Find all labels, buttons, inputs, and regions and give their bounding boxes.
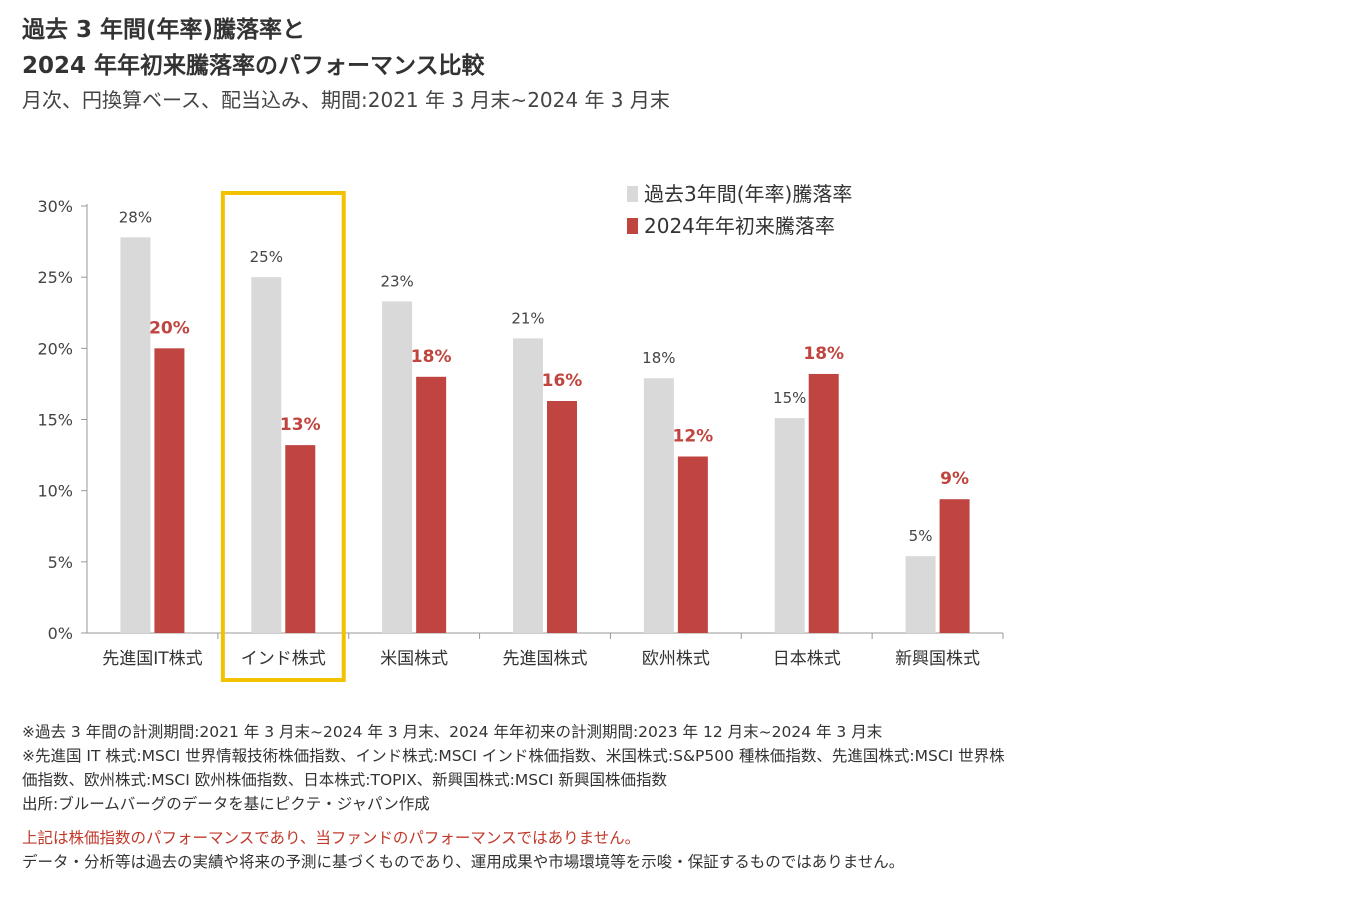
x-tick-label: インド株式 <box>241 649 326 669</box>
x-tick-label: 米国株式 <box>380 649 448 669</box>
x-tick-label: 先進国株式 <box>503 649 588 669</box>
legend-swatch <box>627 218 638 234</box>
bar-3yr <box>774 418 805 633</box>
bar-3yr <box>382 301 413 633</box>
bar-chart: 0% 5% 10% 15% 20% 25% 30% 先進国IT株式 28% 20% インド株式 25%… <box>37 182 1004 682</box>
note-indices: ※先進国 IT 株式:MSCI 世界情報技術株価指数、インド株式:MSCI イン… <box>22 747 1005 765</box>
bar-ytd <box>416 376 447 633</box>
data-label-3yr: 23% <box>380 272 413 290</box>
legend-swatch <box>627 186 638 202</box>
bar-ytd <box>285 445 316 633</box>
footnotes: ※過去 3 年間の計測期間:2021 年 3 月末~2024 年 3 月末、20… <box>22 720 1005 874</box>
data-label-3yr: 5% <box>909 527 933 545</box>
bar-3yr <box>251 277 282 633</box>
x-tick-label: 欧州株式 <box>642 649 710 669</box>
bar-3yr <box>513 338 543 633</box>
note-indices-cont: 価指数、欧州株式:MSCI 欧州株価指数、日本株式:TOPIX、新興国株式:MS… <box>22 771 667 789</box>
data-label-ytd: 13% <box>280 415 321 435</box>
data-label-ytd: 18% <box>803 344 844 364</box>
legend-label: 過去3年間(年率)騰落率 <box>644 182 852 206</box>
disclaimer-red: 上記は株価指数のパフォーマンスであり、当ファンドのパフォーマンスではありません。 <box>22 829 641 847</box>
data-label-ytd: 9% <box>940 469 969 489</box>
chart-title-line2: 2024 年年初来騰落率のパフォーマンス比較 <box>22 53 485 79</box>
data-label-ytd: 18% <box>411 347 452 367</box>
bar-3yr <box>643 378 674 633</box>
chart-title-line1: 過去 3 年間(年率)騰落率と <box>22 17 306 43</box>
disclaimer: データ・分析等は過去の実績や将来の予測に基づくものであり、運用成果や市場環境等を… <box>22 853 905 871</box>
bar-ytd <box>939 499 970 633</box>
data-label-3yr: 28% <box>119 208 152 226</box>
bar-ytd <box>547 400 577 633</box>
x-tick-label: 新興国株式 <box>895 649 980 669</box>
y-tick-label: 20% <box>37 339 73 358</box>
y-tick-label: 0% <box>48 624 73 643</box>
data-label-ytd: 12% <box>673 427 714 447</box>
legend-label: 2024年年初来騰落率 <box>644 214 835 238</box>
y-tick-label: 30% <box>37 197 73 216</box>
data-label-ytd: 16% <box>542 371 583 391</box>
bar-ytd <box>677 456 708 633</box>
y-tick-label: 10% <box>37 482 73 501</box>
note-source: 出所:ブルームバーグのデータを基にピクテ・ジャパン作成 <box>22 795 430 813</box>
data-label-ytd: 20% <box>149 318 190 338</box>
bar-ytd <box>154 348 185 633</box>
bar-ytd <box>808 373 839 633</box>
y-tick-label: 15% <box>37 411 73 430</box>
data-label-3yr: 15% <box>773 389 806 407</box>
data-label-3yr: 25% <box>250 248 283 266</box>
chart-subtitle: 月次、円換算ベース、配当込み、期間:2021 年 3 月末~2024 年 3 月… <box>22 88 670 112</box>
x-tick-label: 先進国IT株式 <box>102 649 202 669</box>
bar-3yr <box>120 237 151 633</box>
note-period: ※過去 3 年間の計測期間:2021 年 3 月末~2024 年 3 月末、20… <box>22 723 883 741</box>
x-tick-label: 日本株式 <box>773 649 841 669</box>
data-label-3yr: 18% <box>642 349 675 367</box>
y-tick-label: 25% <box>37 268 73 287</box>
data-label-3yr: 21% <box>511 309 544 327</box>
bar-3yr <box>905 556 936 633</box>
highlight-box <box>220 191 346 682</box>
y-tick-label: 5% <box>48 553 73 572</box>
